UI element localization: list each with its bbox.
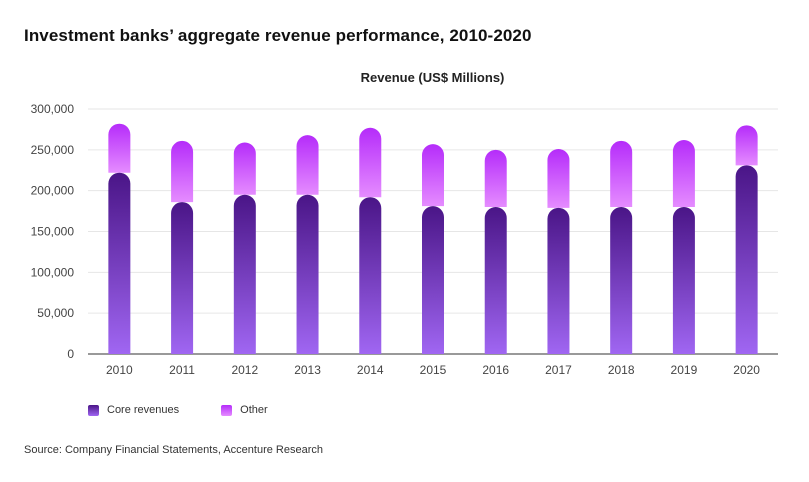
y-tick-label: 100,000 xyxy=(31,265,75,279)
bar-other-2019 xyxy=(672,140,695,207)
bar-other-2015 xyxy=(422,144,444,207)
bar-other-2012 xyxy=(233,142,256,195)
x-tick-label: 2011 xyxy=(169,363,195,377)
bar-other-2016 xyxy=(484,149,507,207)
bar-other-2020 xyxy=(735,125,758,166)
page-title: Investment banks’ aggregate revenue perf… xyxy=(24,26,532,45)
bars xyxy=(108,123,758,354)
y-tick-label: 200,000 xyxy=(31,184,75,198)
x-axis-ticks: 2010 2011 2012 2013 2014 2015 2016 2017 2018 2019… xyxy=(106,363,760,377)
bar-core-2015 xyxy=(422,206,444,354)
source-note: Source: Company Financial Statements, Ac… xyxy=(24,444,323,456)
legend-item-core: Core revenues xyxy=(88,404,179,416)
x-tick-label: 2020 xyxy=(733,363,760,377)
bar-core-2016 xyxy=(484,207,507,354)
bar-other-2018 xyxy=(610,140,633,207)
y-tick-label: 300,000 xyxy=(31,102,75,116)
y-tick-label: 250,000 xyxy=(31,143,75,157)
y-tick-label: 50,000 xyxy=(37,306,74,320)
x-tick-label: 2014 xyxy=(357,363,384,377)
legend-swatch-other xyxy=(221,404,233,416)
legend-label-core: Core revenues xyxy=(107,404,180,416)
x-tick-label: 2015 xyxy=(420,363,447,377)
bar-core-2011 xyxy=(171,202,194,354)
chart-title: Revenue (US$ Millions) xyxy=(360,70,505,85)
y-tick-label: 0 xyxy=(67,347,74,361)
x-tick-label: 2013 xyxy=(294,363,321,377)
bar-other-2013 xyxy=(296,135,319,195)
bar-core-2018 xyxy=(610,207,633,354)
bar-core-2014 xyxy=(359,197,382,354)
bar-core-2019 xyxy=(672,207,695,354)
bar-core-2017 xyxy=(547,207,570,354)
x-tick-label: 2019 xyxy=(671,363,698,377)
x-tick-label: 2017 xyxy=(545,363,572,377)
bar-core-2020 xyxy=(735,165,758,354)
bar-other-2014 xyxy=(359,127,382,198)
bar-core-2012 xyxy=(233,194,256,354)
bar-other-2010 xyxy=(108,123,131,173)
bar-other-2017 xyxy=(547,149,570,208)
x-tick-label: 2018 xyxy=(608,363,635,377)
bar-core-2013 xyxy=(296,194,319,354)
legend: Core revenues Other xyxy=(88,404,268,416)
x-tick-label: 2010 xyxy=(106,363,133,377)
legend-swatch-core xyxy=(88,404,99,416)
legend-label-other: Other xyxy=(240,404,268,416)
revenue-chart: 0 50,000 100,000 150,000 200,000 250,000 300,0… xyxy=(31,102,778,377)
bar-core-2010 xyxy=(108,172,131,354)
y-axis-ticks: 0 50,000 100,000 150,000 200,000 250,000 300,0… xyxy=(31,102,75,361)
legend-item-other: Other xyxy=(221,404,268,416)
x-tick-label: 2012 xyxy=(231,363,258,377)
x-tick-label: 2016 xyxy=(482,363,509,377)
y-tick-label: 150,000 xyxy=(31,225,75,239)
bar-other-2011 xyxy=(171,140,194,203)
